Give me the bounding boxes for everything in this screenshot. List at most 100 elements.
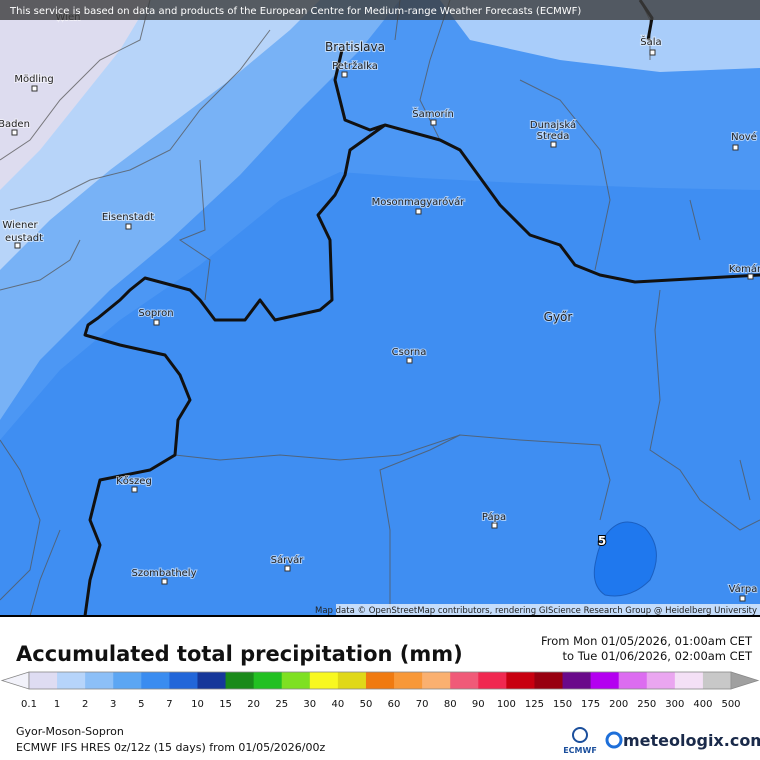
place-marker <box>11 129 18 136</box>
place-marker <box>284 565 291 572</box>
region: Gyor-Moson-Sopron <box>16 725 124 738</box>
place-label: Nové <box>731 131 757 143</box>
colorbar-label: 80 <box>444 699 457 710</box>
place-marker <box>732 144 739 151</box>
colorbar-label: 2 <box>82 699 88 710</box>
colorbar-swatch <box>309 672 339 689</box>
place-label: Várpa <box>729 583 758 595</box>
notice-bar <box>0 0 760 20</box>
place-marker <box>747 273 754 280</box>
colorbar-swatch <box>506 672 535 689</box>
colorbar-label: 15 <box>219 699 232 710</box>
place-marker <box>153 319 160 326</box>
attribution-bg <box>336 604 760 616</box>
place-label: Eisenstadt <box>102 212 154 223</box>
colorbar-swatch <box>618 672 648 689</box>
place-label: Csorna <box>392 347 427 358</box>
colorbar-swatch <box>57 672 86 689</box>
colorbar-label: 3 <box>110 699 116 710</box>
colorbar-swatch <box>478 672 507 689</box>
attribution: Map data © OpenStreetMap contributors, r… <box>315 606 757 616</box>
place-label: Pápa <box>482 511 506 523</box>
place-marker <box>406 357 413 364</box>
colorbar-label: 7 <box>166 699 172 710</box>
colorbar-label: 0.1 <box>21 699 37 710</box>
colorbar-label: 100 <box>497 699 516 710</box>
place-label: Mödling <box>14 74 53 85</box>
colorbar-label: 5 <box>138 699 144 710</box>
district-border <box>0 0 760 617</box>
place-label: Petržalka <box>332 60 378 72</box>
colorbar-swatch <box>141 672 170 689</box>
place-marker <box>341 71 348 78</box>
colorbar-label: 125 <box>525 699 544 710</box>
place-label: Šala <box>640 35 661 48</box>
legend-title: Accumulated total precipitation (mm) <box>16 642 463 666</box>
ecmwf-text: ECMWF <box>563 746 597 755</box>
colorbar-label: 175 <box>581 699 600 710</box>
colorbar-label: 500 <box>721 699 740 710</box>
ecmwf-logo: ECMWF <box>563 727 597 755</box>
place-marker <box>415 208 422 215</box>
colorbar-label: 300 <box>665 699 684 710</box>
period-to: to Tue 01/06/2026, 02:00am CET <box>563 649 753 663</box>
colorbar-swatch <box>253 672 283 689</box>
colorbar-label: 25 <box>275 699 288 710</box>
place-marker <box>31 85 38 92</box>
colorbar-swatch <box>422 672 451 689</box>
precip-contour <box>593 521 657 597</box>
colorbar-label: 200 <box>609 699 628 710</box>
place-marker <box>125 223 132 230</box>
colorbar-swatch <box>702 672 732 689</box>
place-marker <box>14 242 21 249</box>
place-marker <box>550 141 557 148</box>
colorbar-swatch <box>590 672 620 689</box>
place-label: Győr <box>544 310 573 324</box>
place-marker <box>430 119 437 126</box>
place-label: Baden <box>0 119 30 130</box>
colorbar-swatch <box>169 672 198 689</box>
colorbar-swatch <box>365 672 395 689</box>
place-label: eustadt <box>5 233 43 244</box>
map-frame <box>0 615 760 617</box>
place-marker <box>161 578 168 585</box>
place-label: Wiener <box>2 220 38 231</box>
colorbar-swatch <box>534 672 564 689</box>
colorbar-swatch <box>646 672 676 689</box>
place-label: Komár <box>729 263 760 275</box>
colorbar-swatch <box>113 672 142 689</box>
colorbar-swatch <box>85 672 114 689</box>
place-label: Dunajská <box>530 119 576 131</box>
brand: meteologix.com <box>623 731 760 750</box>
place-label: Kőszeg <box>116 475 152 487</box>
legend: Accumulated total precipitation (mm) Fro… <box>0 634 760 710</box>
place-label: Mosonmagyaróvár <box>372 196 466 208</box>
place-label: Šamorín <box>412 107 454 120</box>
place-label: Sárvár <box>271 554 305 566</box>
colorbar-label: 10 <box>191 699 204 710</box>
colorbar-label: 20 <box>247 699 260 710</box>
colorbar-swatch <box>394 672 423 689</box>
period-from: From Mon 01/05/2026, 01:00am CET <box>541 634 753 648</box>
notice: This service is based on data and produc… <box>9 6 581 17</box>
colorbar-over <box>730 671 760 690</box>
colorbar-label: 400 <box>693 699 712 710</box>
colorbar-label: 70 <box>416 699 429 710</box>
model-info: ECMWF IFS HRES 0z/12z (15 days) from 01/… <box>16 741 326 754</box>
colorbar-swatch <box>197 672 227 689</box>
colorbar-label: 150 <box>553 699 572 710</box>
contour-label: 5 <box>598 534 606 548</box>
precip-area <box>0 0 150 190</box>
place-label: Szombathely <box>131 568 196 579</box>
colorbar-label: 250 <box>637 699 656 710</box>
colorbar-frame <box>28 671 732 690</box>
place-marker <box>491 522 498 529</box>
colorbar-label: 40 <box>332 699 345 710</box>
brand-emblem <box>605 731 623 749</box>
place-label: Sopron <box>138 308 173 319</box>
place-marker <box>739 595 746 602</box>
colorbar-label: 30 <box>303 699 316 710</box>
colorbar-under <box>0 671 30 690</box>
place-marker <box>131 486 138 493</box>
